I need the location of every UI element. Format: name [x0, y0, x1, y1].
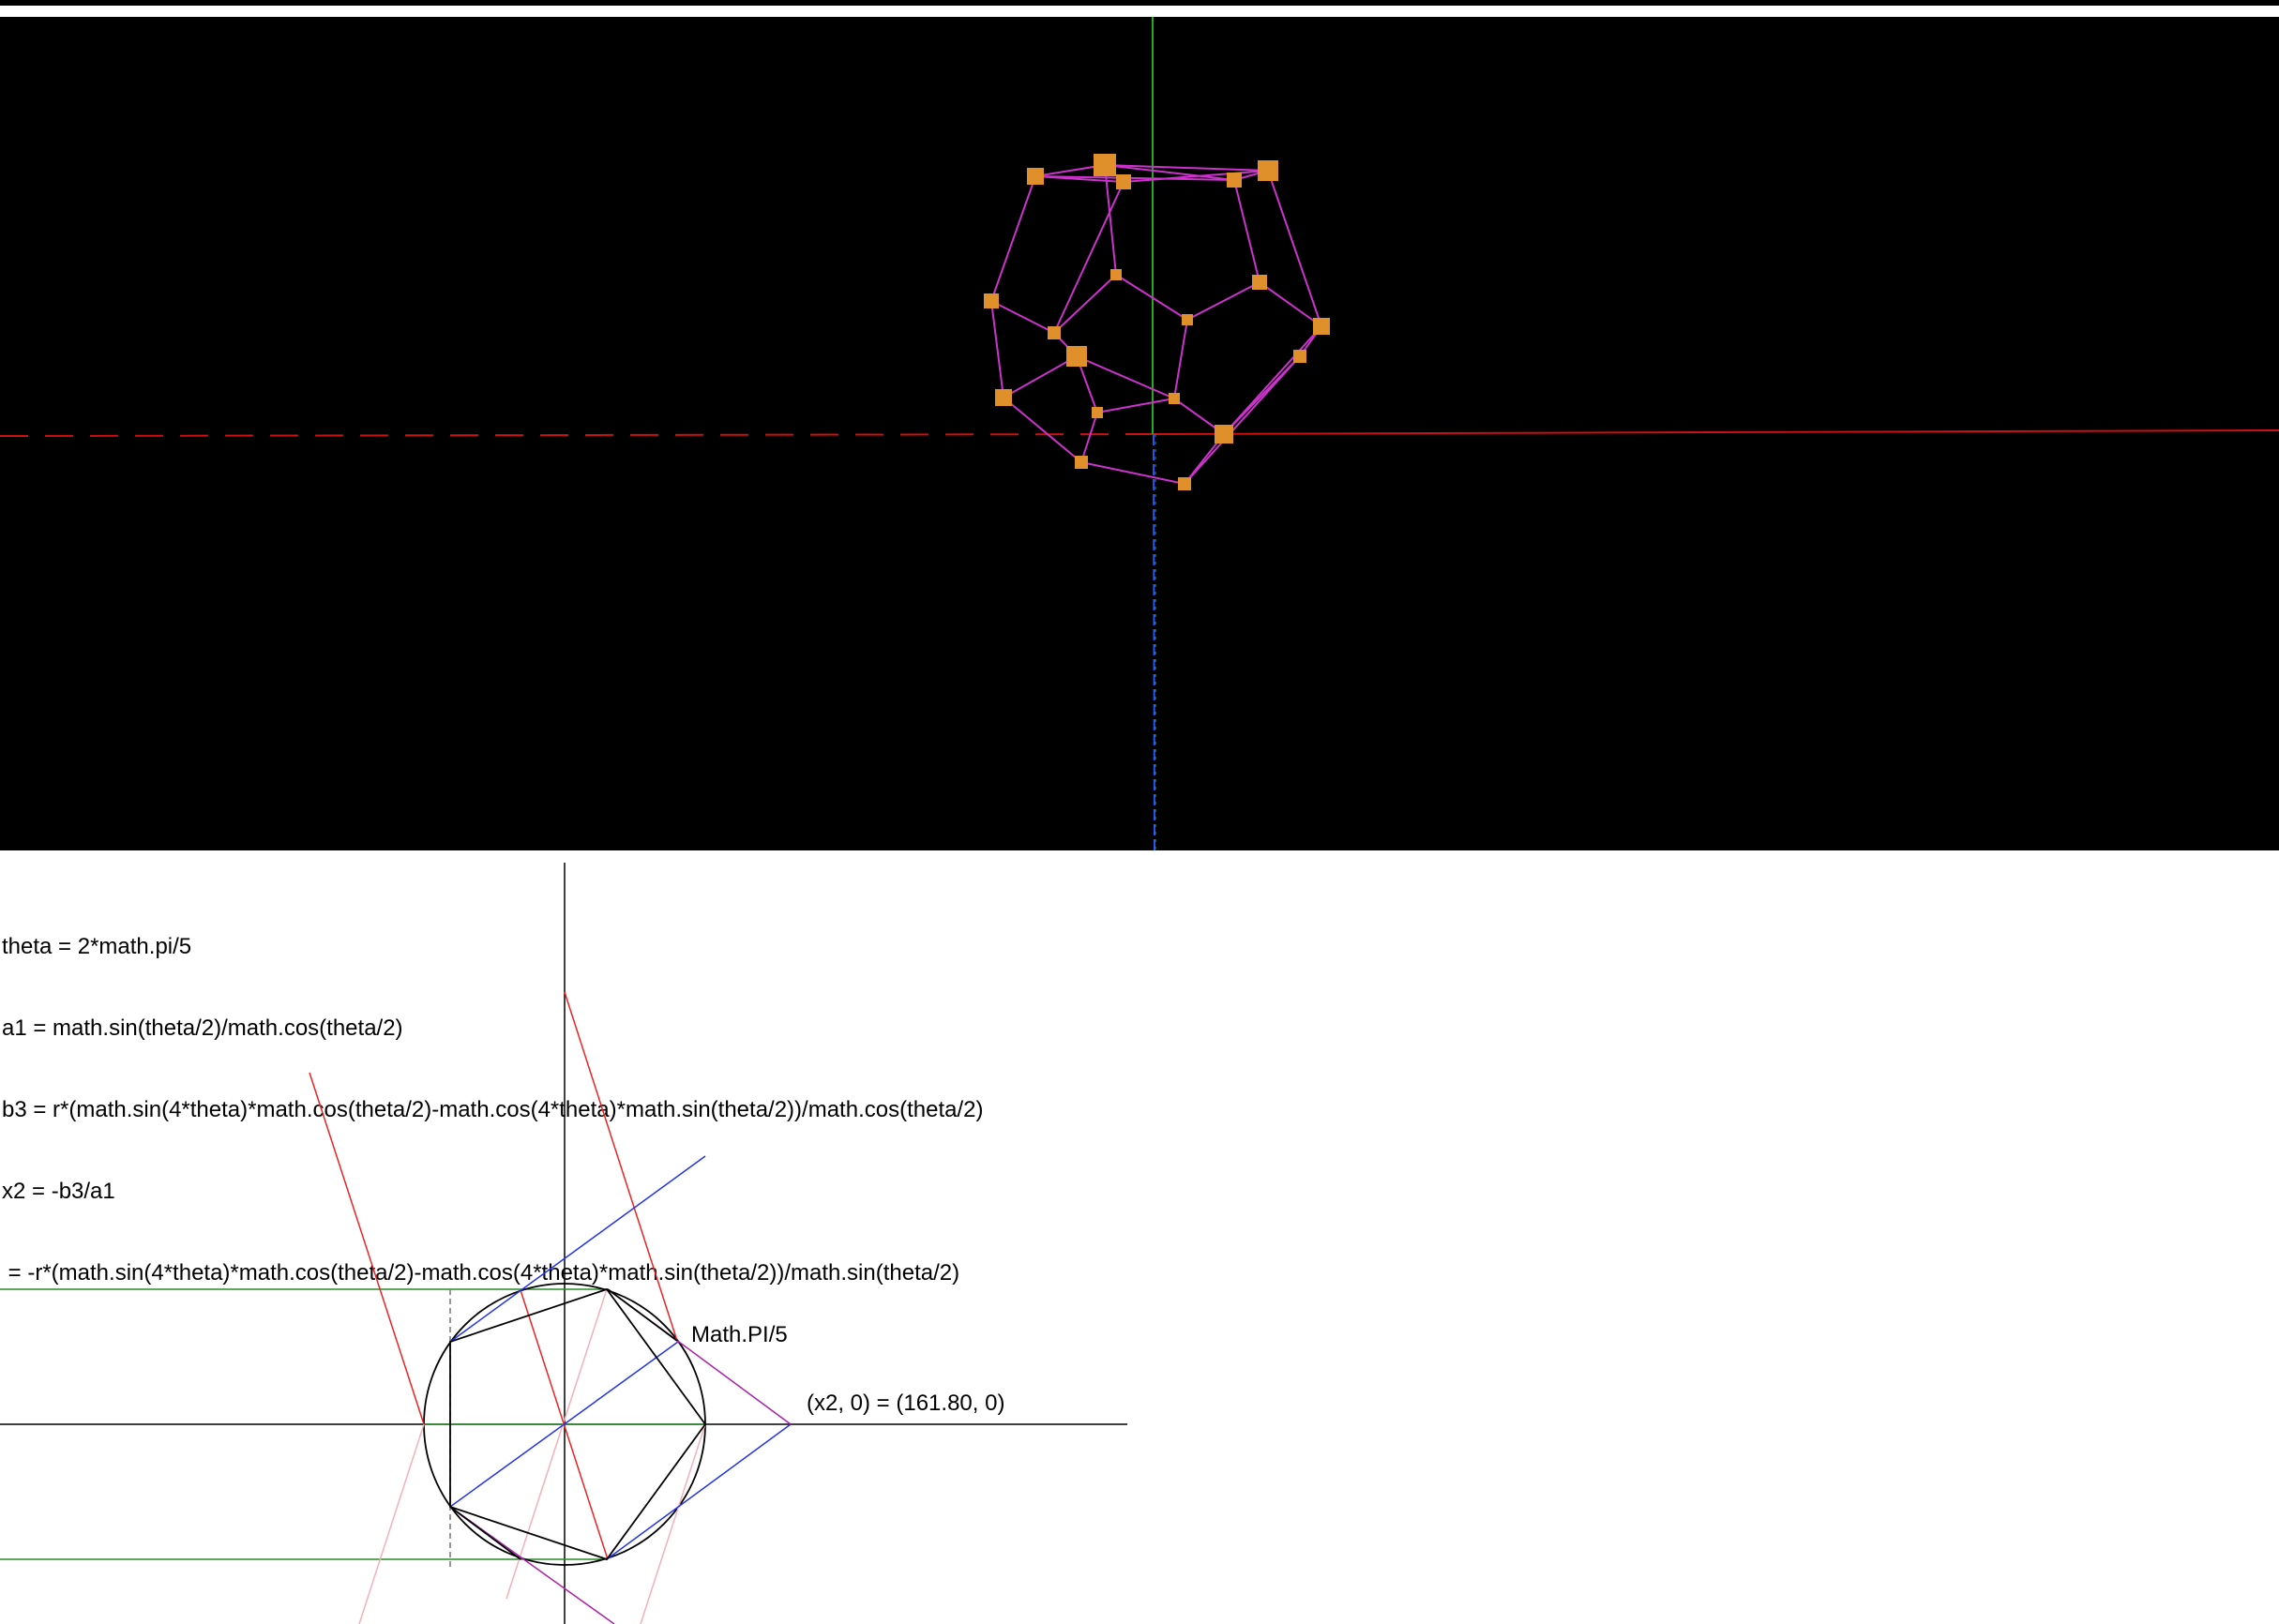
dodecahedron-vertex [1258, 160, 1278, 181]
dodecahedron-edge [1186, 281, 1260, 321]
dodecahedron-vertex [1116, 174, 1131, 189]
formula-line: = -r*(math.sin(4*theta)*math.cos(theta/2… [2, 1260, 960, 1286]
3d-viewport[interactable] [0, 17, 2279, 850]
dodecahedron-edge [1184, 355, 1301, 485]
blue-line [449, 1341, 679, 1508]
x-axis-positive [1153, 429, 2279, 435]
blue-line [449, 1155, 706, 1343]
dodecahedron-vertex [995, 389, 1012, 406]
formula-block: theta = 2*math.pi/5 a1 = math.sin(theta/… [2, 879, 983, 1314]
dodecahedron-vertex [1178, 477, 1191, 490]
formula-line: a1 = math.sin(theta/2)/math.cos(theta/2) [2, 1015, 403, 1041]
dodecahedron-edge [1115, 274, 1188, 321]
dodecahedron-edge [1233, 179, 1260, 283]
pentagon [449, 1287, 707, 1561]
dodecahedron-vertex [1066, 346, 1087, 367]
dodecahedron-vertex [1092, 407, 1103, 418]
dodecahedron-vertex [1182, 314, 1193, 325]
formula-line: x2 = -b3/a1 [2, 1179, 115, 1204]
dodecahedron-edge [1034, 175, 1235, 181]
dodecahedron-vertex [1313, 318, 1330, 335]
dodecahedron-edge [1053, 274, 1117, 334]
dodecahedron-vertices [984, 154, 1330, 490]
angle-label: Math.PI/5 [691, 1322, 788, 1347]
dodecahedron-edge [1034, 164, 1106, 177]
x-axis-negative [0, 433, 1155, 437]
dodecahedron-vertex [1227, 173, 1242, 188]
dodecahedron-edge [1104, 164, 1117, 276]
dodecahedron-edge [1003, 397, 1082, 463]
dodecahedron-edge [1104, 164, 1235, 181]
dodecahedron-vertex [1252, 275, 1267, 290]
dodecahedron-vertex [1215, 425, 1233, 444]
dodecahedron-vertex [1169, 393, 1180, 404]
formula-line: theta = 2*math.pi/5 [2, 934, 192, 959]
pink-line [358, 1423, 425, 1624]
dodecahedron-edges [990, 164, 1322, 485]
point-label: (x2, 0) = (161.80, 0) [807, 1391, 1004, 1416]
dodecahedron-scene [0, 17, 2279, 850]
dodecahedron-edge [1076, 355, 1175, 399]
dodecahedron-edge [1003, 355, 1078, 398]
dodecahedron-edge [990, 300, 1004, 398]
z-axis [1153, 433, 1155, 850]
dodecahedron-vertex [1094, 154, 1116, 176]
dodecahedron-vertex [984, 293, 999, 308]
dodecahedron-edge [1267, 170, 1322, 327]
dodecahedron-vertex [1075, 456, 1088, 469]
dodecahedron-edge [990, 175, 1036, 302]
red-line [309, 1072, 425, 1425]
dodecahedron-edge [1080, 412, 1098, 463]
blue-line [606, 1423, 792, 1560]
dodecahedron-vertex [1027, 168, 1044, 185]
dodecahedron-edge [990, 300, 1055, 334]
top-border [0, 0, 2279, 6]
pink-line [506, 1288, 608, 1600]
dodecahedron-edge [1259, 281, 1322, 327]
dodecahedron-edge [1096, 398, 1175, 414]
chord [449, 1506, 521, 1560]
dodecahedron-edge [1223, 325, 1322, 435]
dodecahedron-edge [1053, 181, 1124, 334]
dodecahedron-vertex [1293, 350, 1306, 363]
pink-line [640, 1423, 706, 1624]
formula-line: b3 = r*(math.sin(4*theta)*math.cos(theta… [2, 1097, 984, 1122]
dodecahedron-edge [1173, 319, 1188, 399]
red-line [564, 991, 678, 1342]
dodecahedron-edge [1080, 461, 1185, 485]
dodecahedron-vertex [1110, 269, 1122, 280]
dodecahedron-edge [1123, 170, 1269, 183]
pentagon-diagram: Math.PI/5 (x2, 0) = (161.80, 0) [0, 863, 1127, 1624]
chord [607, 1288, 678, 1342]
dodecahedron-edge [1104, 164, 1269, 172]
dodecahedron-vertex [1048, 326, 1061, 339]
